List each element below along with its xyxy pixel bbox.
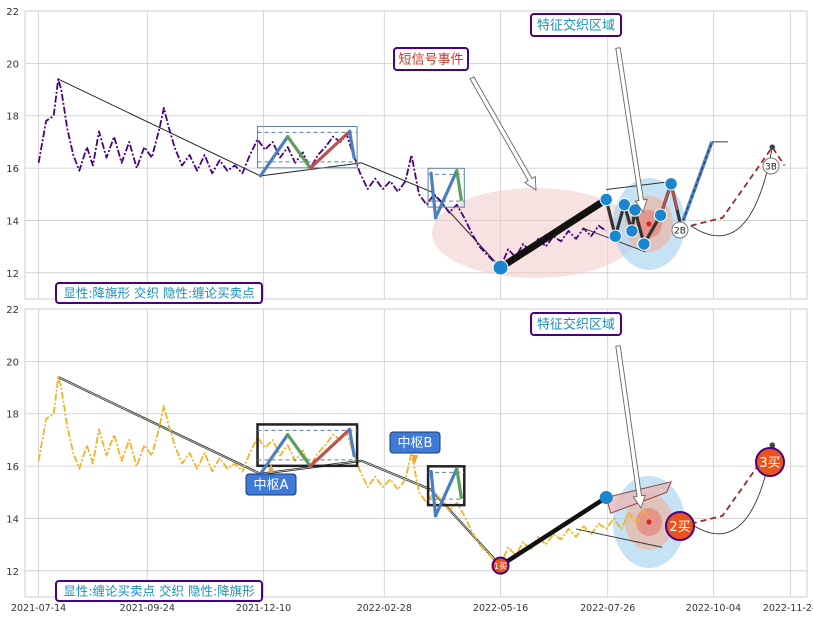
x-tick-label: 2022-07-26 [580, 603, 635, 614]
top-feature-zone-center-dot [646, 221, 652, 227]
hub-stroke-green-down [455, 169, 463, 202]
hub-stroke-blue-up [429, 171, 438, 220]
channel-lower-line [575, 528, 663, 548]
legend-bottom-box [55, 580, 263, 602]
y-tick-label: 14 [6, 514, 19, 525]
hub-stroke-green-down [455, 467, 463, 500]
x-tick-label: 2022-11-24 [763, 603, 813, 614]
trend-line-inner [58, 376, 501, 566]
bi-turning-point [617, 198, 632, 212]
hub-stroke-green-down [286, 135, 312, 170]
bi-turning-point [625, 224, 639, 238]
marker-2b-label: 2B [674, 227, 686, 237]
feature-zone-label-top: 特征交织区域 [537, 18, 615, 34]
legend-top: 显性:降旗形 交织 隐性:缠论买卖点 [63, 286, 254, 301]
forecast-line [690, 145, 786, 227]
y-tick-label: 12 [6, 269, 19, 280]
feature-zone-arrow-bottom [615, 345, 646, 509]
hub-box-2 [426, 465, 466, 507]
short-signal-label: 短信号事件 [398, 53, 463, 68]
bi-stroke-main [498, 495, 609, 568]
hub-stroke-red-up [308, 427, 352, 468]
x-tick-label: 2021-09-24 [120, 603, 175, 614]
hub-b-pointer-icon [412, 455, 418, 464]
legend-top-box [55, 282, 263, 304]
y-tick-label: 12 [6, 567, 19, 578]
hub-box-2 [427, 167, 465, 208]
hub-stroke-green-down [286, 433, 312, 468]
marker-3b-circle [762, 157, 780, 175]
hub-stroke-blue-up [434, 169, 459, 220]
x-tick-label: 2022-10-04 [686, 603, 741, 614]
y-tick-label: 20 [6, 59, 19, 70]
bi-turning-point [492, 259, 509, 276]
short-signal-arrow [469, 76, 537, 191]
hub-stroke-blue-up [348, 427, 356, 458]
breakout-stroke-dash [682, 141, 713, 221]
hub-box-1 [257, 125, 358, 169]
buy1-marker [491, 556, 510, 575]
y-tick-label: 22 [6, 305, 19, 316]
marker-2b-circle [671, 221, 689, 239]
y-tick-label: 14 [6, 216, 19, 227]
bottom-feature-zone-center-dot [646, 519, 652, 525]
buy3-marker [755, 447, 785, 477]
y-tick-label: 20 [6, 357, 19, 368]
forecast-peak-point [769, 144, 776, 150]
hub-a-badge [245, 473, 297, 496]
legend-bottom: 显性:缠论买卖点 交织 隐性:降旗形 [63, 584, 255, 599]
buy1-label: 1买 [494, 562, 507, 571]
bi-turning-point [599, 192, 613, 207]
forecast-line [690, 443, 786, 525]
price-series-line [37, 376, 653, 567]
hub-b-badge [389, 431, 441, 454]
bi-turning-point [637, 237, 651, 251]
hub-box-1 [256, 423, 359, 468]
bi-stroke-main [497, 196, 610, 272]
hub-stroke-blue-up [348, 129, 356, 160]
y-tick-label: 16 [6, 164, 19, 175]
x-tick-label: 2021-07-14 [11, 603, 66, 614]
x-tick-label: 2022-02-28 [357, 603, 412, 614]
hub-stroke-blue-up [429, 469, 438, 518]
hub-stroke-blue-up [258, 433, 290, 476]
bi-turning-point [599, 491, 613, 505]
buy3-label: 3买 [759, 456, 780, 471]
hub-stroke-blue-up [258, 135, 290, 178]
forecast-peak-point [769, 442, 776, 448]
hub-b-label: 中枢B [398, 436, 433, 451]
feature-zone-label-bottom: 特征交织区域 [537, 317, 615, 333]
short-signal-label-box [393, 47, 469, 71]
trend-line [57, 78, 501, 268]
hub-a-label: 中枢A [254, 478, 289, 493]
marker-3b-label: 3B [765, 163, 777, 173]
x-tick-label: 2021-12-10 [236, 603, 291, 614]
feature-zone-label-bottom-box [530, 312, 622, 336]
y-tick-label: 18 [6, 112, 19, 123]
x-tick-label: 2022-05-16 [473, 603, 528, 614]
hub-a-pointer-icon [268, 463, 274, 472]
y-tick-label: 22 [6, 7, 19, 18]
bi-turning-point [653, 208, 668, 222]
bi-turning-point [608, 229, 622, 243]
hub-stroke-blue-up [434, 467, 459, 518]
feature-zone-label-top-box [530, 13, 622, 37]
buy2-marker [665, 511, 695, 541]
buy2-label: 2买 [669, 520, 690, 535]
feature-zone-arrow-top [615, 47, 648, 214]
hub-stroke-red-up [308, 129, 352, 170]
y-tick-label: 16 [6, 462, 19, 473]
marks-layer [256, 125, 785, 575]
bi-turning-point [664, 177, 678, 191]
y-tick-label: 18 [6, 410, 19, 421]
